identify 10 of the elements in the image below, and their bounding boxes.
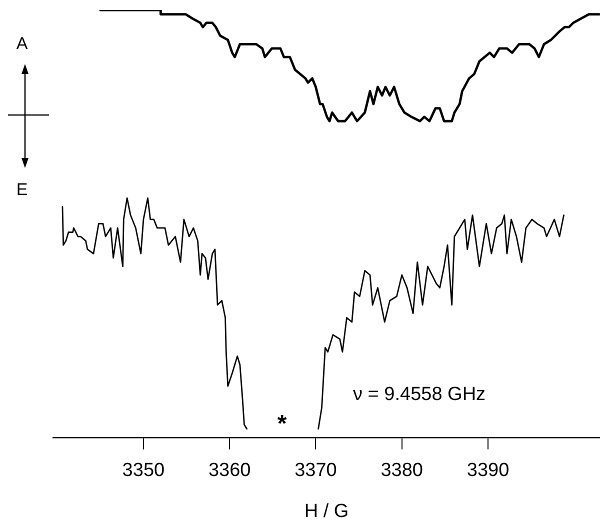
annotation: ν = 9.4558 GHz (353, 384, 486, 405)
annotation: * (277, 410, 288, 438)
x-tick-label: 3380 (380, 460, 424, 482)
text: E (15, 180, 29, 200)
x-tick-label: 3360 (208, 460, 251, 482)
x-tick-label: 3370 (294, 460, 337, 482)
x-tick-label: 3350 (122, 460, 165, 482)
x-tick-label: 3390 (466, 460, 510, 482)
x-axis-title: H / G (304, 500, 349, 522)
text: A (15, 34, 29, 54)
